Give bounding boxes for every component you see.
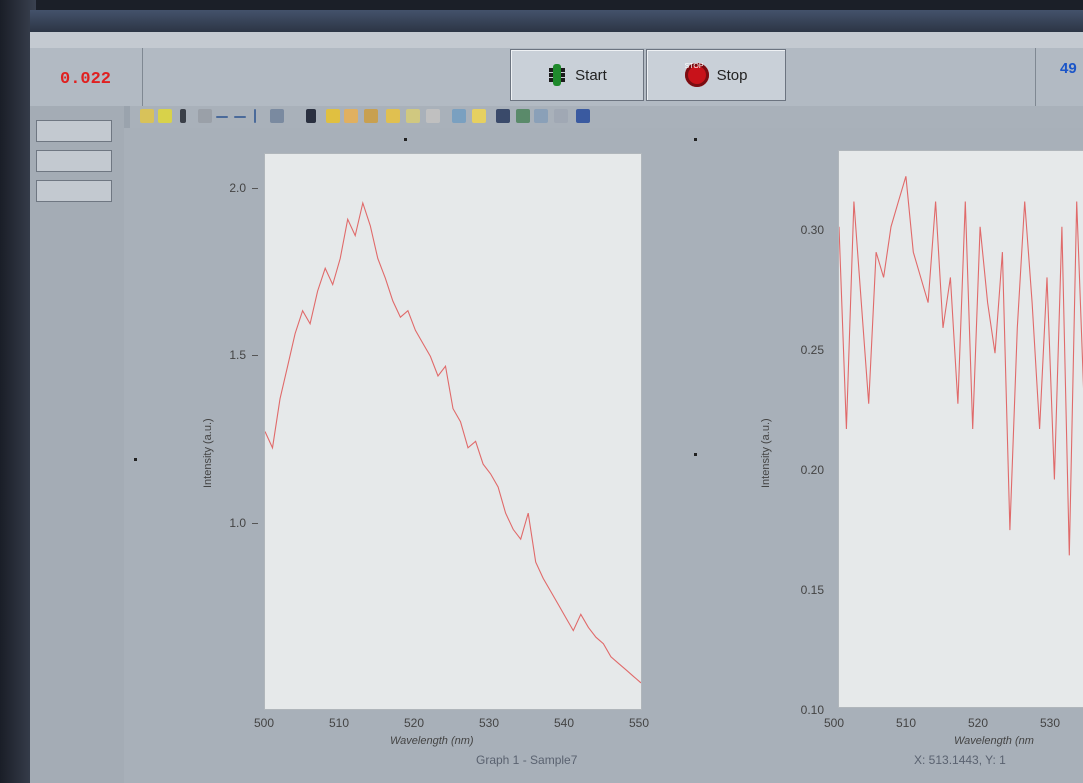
graph2-spectrum-chart xyxy=(838,176,1083,556)
graph1-xtick: 530 xyxy=(478,716,500,730)
graph1-ytick-mark xyxy=(252,355,258,356)
annotation-icon[interactable] xyxy=(326,109,340,123)
menu-bar xyxy=(30,32,1083,48)
title-bar xyxy=(30,10,1083,32)
divider xyxy=(1035,48,1036,106)
layout-icon[interactable] xyxy=(344,109,358,123)
resize-handle[interactable] xyxy=(694,138,697,141)
graph1-plot[interactable] xyxy=(264,153,642,710)
graph1-xtick: 520 xyxy=(403,716,425,730)
photo-border-top xyxy=(0,0,1083,12)
graph2-series-line xyxy=(838,176,1083,556)
graph1-ytick-mark xyxy=(252,188,258,189)
align-icon[interactable] xyxy=(364,109,378,123)
crosshair-icon[interactable] xyxy=(216,116,228,118)
graph2-xtick: 510 xyxy=(895,716,917,730)
side-panel xyxy=(30,106,124,783)
resize-handle[interactable] xyxy=(694,453,697,456)
graph-icon[interactable] xyxy=(516,109,530,123)
side-button[interactable] xyxy=(36,180,112,202)
stop-label: Stop xyxy=(716,66,748,84)
print-icon[interactable] xyxy=(554,109,568,123)
graph1-caption: Graph 1 - Sample7 xyxy=(476,753,578,767)
graph2-ytick: 0.10 xyxy=(800,703,824,717)
resize-handle[interactable] xyxy=(404,138,407,141)
pointer-icon[interactable] xyxy=(180,109,186,123)
side-button[interactable] xyxy=(36,150,112,172)
counter-value: 49 xyxy=(1060,60,1077,77)
resize-handle[interactable] xyxy=(134,458,137,461)
paste-icon[interactable] xyxy=(406,109,420,123)
graph2-xtick: 530 xyxy=(1039,716,1061,730)
cursor-icon[interactable] xyxy=(198,109,212,123)
start-label: Start xyxy=(575,66,607,84)
graph1-ytick: 1.5 xyxy=(229,348,246,362)
horizontal-line-icon[interactable] xyxy=(234,116,246,118)
graph1-x-axis-label: Wavelength (nm) xyxy=(390,735,474,747)
graph2-ytick: 0.30 xyxy=(800,223,824,237)
zoom-icon[interactable] xyxy=(270,109,284,123)
chart-icon[interactable] xyxy=(452,109,466,123)
graph-area: 2.0 1.5 1.0 500 510 520 530 540 550 Wave… xyxy=(124,128,1083,783)
cursor-coordinates: X: 513.1443, Y: 1 xyxy=(914,753,1006,767)
graph2-y-axis-label: Intensity (a.u.) xyxy=(760,418,772,488)
graph2-x-axis-label: Wavelength (nm xyxy=(954,735,1034,747)
start-button[interactable]: Start xyxy=(510,49,644,101)
vertical-line-icon[interactable] xyxy=(254,109,256,123)
graph2-xtick: 520 xyxy=(967,716,989,730)
graph2-ytick: 0.15 xyxy=(800,583,824,597)
graph2-ytick: 0.20 xyxy=(800,463,824,477)
graph1-xtick: 550 xyxy=(628,716,650,730)
graph1-ytick: 2.0 xyxy=(229,181,246,195)
text-icon[interactable] xyxy=(306,109,316,123)
page-icon[interactable] xyxy=(426,109,440,123)
readout-value: 0.022 xyxy=(60,70,112,89)
save-icon[interactable] xyxy=(496,109,510,123)
graph-toolbar xyxy=(130,106,1083,128)
side-button[interactable] xyxy=(36,120,112,142)
stop-button[interactable]: STOP Stop xyxy=(646,49,786,101)
graph1-y-axis-label: Intensity (a.u.) xyxy=(202,418,214,488)
graph1-spectrum-chart xyxy=(264,200,642,684)
application-window: 0.022 Start STOP Stop 49 xyxy=(30,10,1083,783)
select-icon[interactable] xyxy=(140,109,154,123)
graph1-ytick: 1.0 xyxy=(229,516,246,530)
stop-sign-icon: STOP xyxy=(684,63,709,87)
control-bar: 0.022 Start STOP Stop 49 xyxy=(30,48,1083,106)
folder-icon[interactable] xyxy=(158,109,172,123)
graph1-xtick: 510 xyxy=(328,716,350,730)
graph2-ytick: 0.25 xyxy=(800,343,824,357)
graph1-xtick: 500 xyxy=(253,716,275,730)
divider xyxy=(142,48,143,106)
copy-icon[interactable] xyxy=(386,109,400,123)
export-icon[interactable] xyxy=(534,109,548,123)
graph1-series-line xyxy=(264,200,642,684)
graph2-xtick: 500 xyxy=(823,716,845,730)
graph2-plot[interactable] xyxy=(838,150,1083,708)
traffic-light-icon xyxy=(547,64,567,86)
grid-icon[interactable] xyxy=(576,109,590,123)
graph1-ytick-mark xyxy=(252,523,258,524)
graph1-xtick: 540 xyxy=(553,716,575,730)
data-icon[interactable] xyxy=(472,109,486,123)
